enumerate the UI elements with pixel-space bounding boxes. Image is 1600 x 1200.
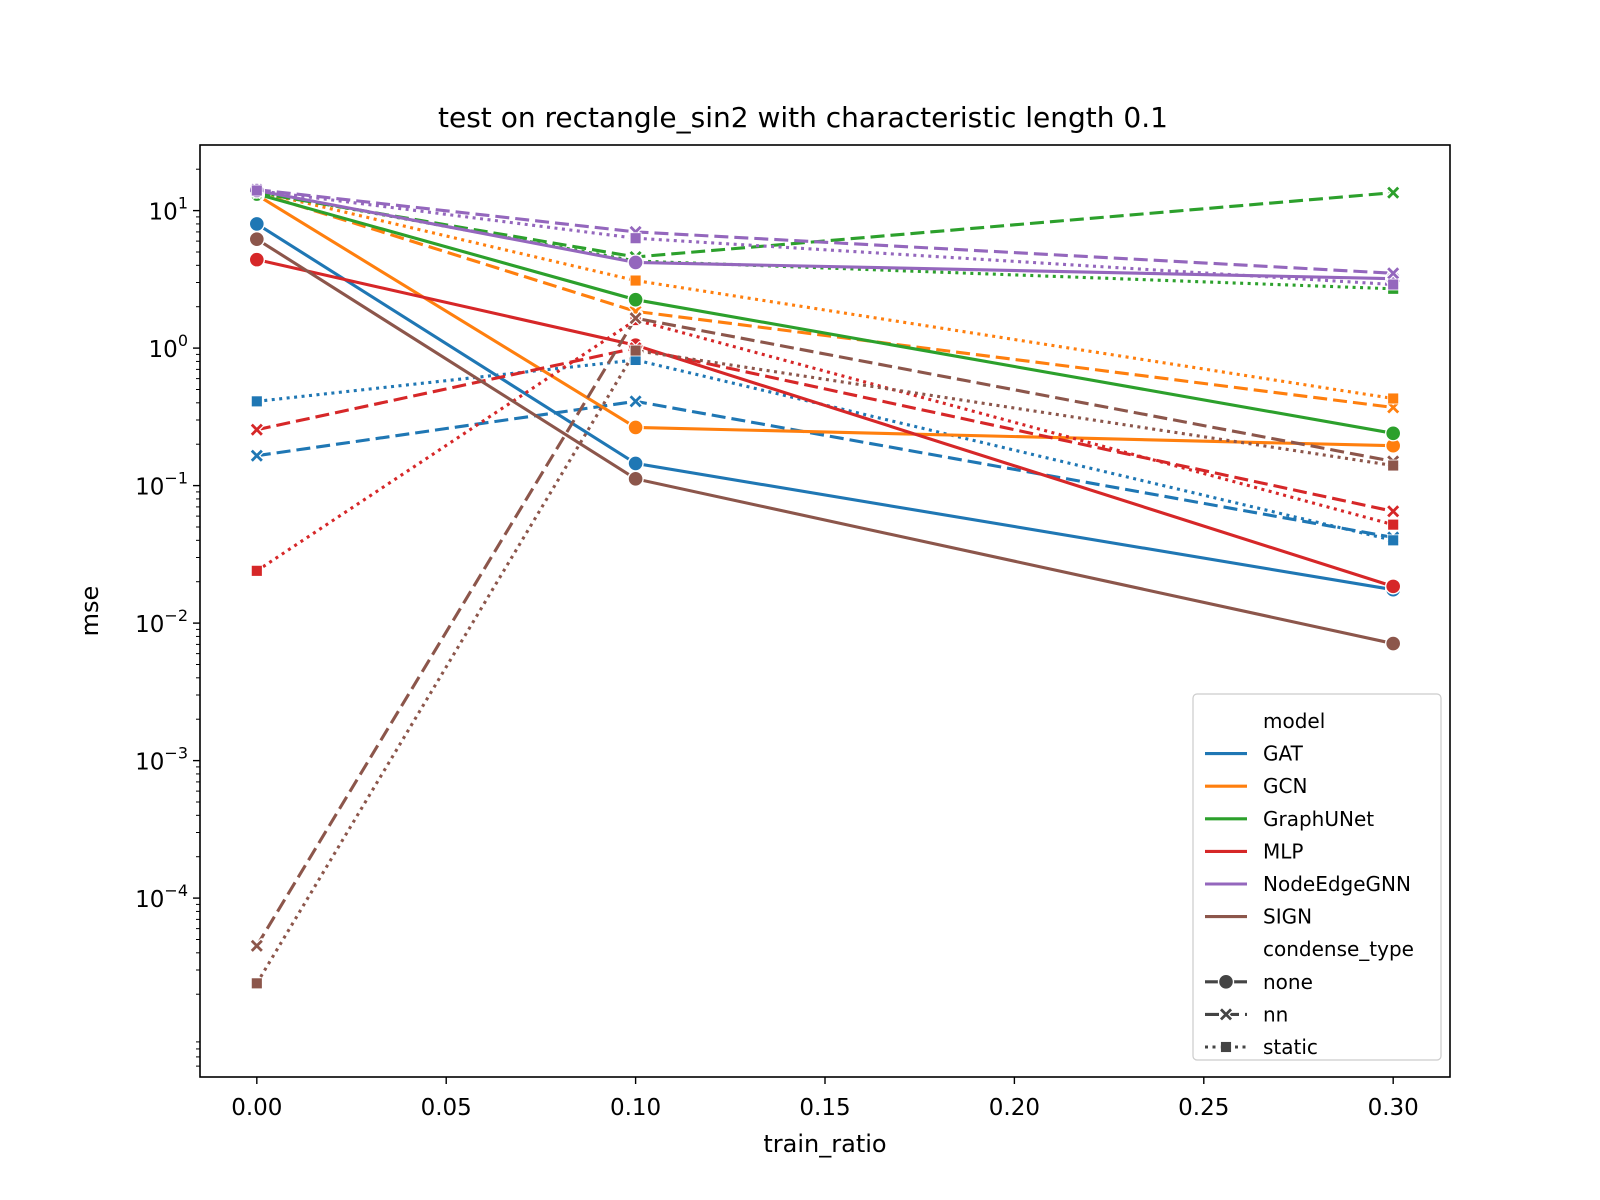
x-tick-label: 0.05 [421, 1095, 472, 1121]
plot-frame [199, 144, 1451, 1078]
data-point-nodeedgegnn-static [1387, 278, 1400, 291]
data-point-graphunet-none [1384, 425, 1402, 442]
data-point-sign-static [250, 977, 263, 990]
legend-label-graphunet: GraphUNet [1263, 807, 1374, 831]
data-point-gat-static [1387, 534, 1400, 547]
data-point-gcn-none [627, 419, 644, 436]
legend-marker-static [1220, 1041, 1232, 1053]
data-point-sign-static [1387, 459, 1400, 472]
x-tick-label: 0.30 [1368, 1095, 1419, 1121]
data-point-mlp-nn [249, 422, 265, 438]
data-point-mlp-nn [1385, 503, 1401, 519]
data-point-nodeedgegnn-static [629, 232, 642, 245]
data-point-mlp-static [1387, 518, 1400, 531]
data-point-sign-nn [627, 310, 644, 326]
plot-area: 0.00 0.05 0.10 0.15 0.20 0.25 0.30 101 100 10−1 10… [135, 168, 1419, 1121]
legend-marker-nn [1218, 1006, 1234, 1023]
data-point-gat-none [248, 215, 266, 233]
y-tick-label: 10−3 [135, 744, 188, 776]
data-point-gcn-static [1387, 392, 1400, 405]
series-line-gat-static [256, 358, 1394, 542]
data-point-mlp-static [250, 564, 263, 577]
x-tick-label: 0.10 [610, 1095, 661, 1121]
legend-label-static: static [1263, 1035, 1318, 1059]
legend-header-model: model [1263, 709, 1325, 733]
legend-label-none: none [1263, 970, 1313, 994]
y-axis-label: mse [76, 586, 104, 637]
series-line-gcn-nn [256, 191, 1394, 410]
legend-label-gat: GAT [1263, 742, 1304, 766]
data-point-gat-none [627, 455, 644, 472]
data-point-gcn-static [629, 274, 642, 287]
data-point-sign-none [627, 470, 644, 488]
series-line-nodeedgegnn-static [256, 188, 1394, 287]
legend-marker-none [1217, 973, 1235, 990]
data-point-nodeedgegnn-nn [1385, 265, 1401, 281]
x-tick-label: 0.25 [1178, 1095, 1229, 1121]
data-point-gat-nn [627, 393, 644, 409]
series-line-mlp-static [255, 318, 1394, 573]
axes-ticks: 0.00 0.05 0.10 0.15 0.20 0.25 0.30 101 100 10−1 10… [135, 168, 1419, 1121]
legend-header-condense-type: condense_type [1263, 937, 1414, 961]
data-point-sign-nn [249, 938, 265, 954]
x-tick-label: 0.15 [799, 1095, 850, 1121]
y-tick-label: 101 [149, 194, 188, 226]
data-point-graphunet-none [627, 291, 644, 308]
x-axis-label: train_ratio [763, 1130, 886, 1158]
data-point-sign-none [248, 230, 266, 248]
legend-label-sign: SIGN [1263, 905, 1312, 929]
x-tick-label: 0.00 [231, 1095, 282, 1121]
data-point-gat-static [250, 395, 263, 408]
legend-label-nodeedgegnn: NodeEdgeGNN [1263, 872, 1411, 896]
data-point-mlp-none [248, 251, 266, 268]
legend-box [1192, 693, 1442, 1061]
legend-label-nn: nn [1263, 1002, 1288, 1026]
y-tick-label: 10−2 [135, 606, 188, 638]
x-tick-label: 0.20 [989, 1095, 1040, 1121]
data-point-sign-static [629, 344, 642, 357]
data-point-gat-nn [249, 448, 265, 464]
data-point-nodeedgegnn-none [627, 254, 644, 271]
series-markers [248, 182, 1402, 990]
data-point-sign-none [1384, 635, 1402, 652]
data-point-graphunet-nn [1385, 185, 1401, 201]
y-tick-label: 10−4 [135, 881, 188, 913]
series-line-gcn-static [256, 189, 1394, 401]
legend-label-gcn: GCN [1263, 774, 1307, 798]
legend: model GAT GCN GraphUNet MLP NodeEdgeGNN SIGN co… [1192, 693, 1442, 1061]
data-point-nodeedgegnn-static [250, 184, 263, 197]
y-tick-label: 10−1 [135, 469, 188, 501]
chart-title: test on rectangle_sin2 with characterist… [438, 101, 1168, 134]
data-point-mlp-none [1384, 578, 1402, 595]
legend-label-mlp: MLP [1263, 839, 1303, 863]
y-tick-label: 100 [149, 331, 188, 363]
